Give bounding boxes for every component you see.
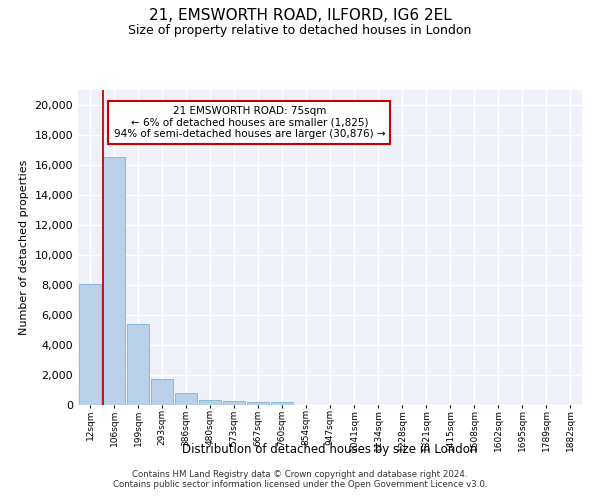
- Text: 21, EMSWORTH ROAD, ILFORD, IG6 2EL: 21, EMSWORTH ROAD, ILFORD, IG6 2EL: [149, 8, 451, 22]
- Bar: [175, 393, 197, 405]
- Bar: [223, 401, 245, 405]
- Bar: [151, 379, 173, 405]
- Text: Distribution of detached houses by size in London: Distribution of detached houses by size …: [182, 442, 478, 456]
- Bar: [199, 400, 221, 405]
- Y-axis label: Number of detached properties: Number of detached properties: [19, 160, 29, 335]
- Text: Contains HM Land Registry data © Crown copyright and database right 2024.
Contai: Contains HM Land Registry data © Crown c…: [113, 470, 487, 489]
- Bar: [79, 284, 101, 405]
- Bar: [127, 324, 149, 405]
- Bar: [247, 402, 269, 405]
- Text: Size of property relative to detached houses in London: Size of property relative to detached ho…: [128, 24, 472, 37]
- Bar: [271, 402, 293, 405]
- Text: 21 EMSWORTH ROAD: 75sqm
← 6% of detached houses are smaller (1,825)
94% of semi-: 21 EMSWORTH ROAD: 75sqm ← 6% of detached…: [113, 106, 385, 139]
- Bar: [103, 158, 125, 405]
